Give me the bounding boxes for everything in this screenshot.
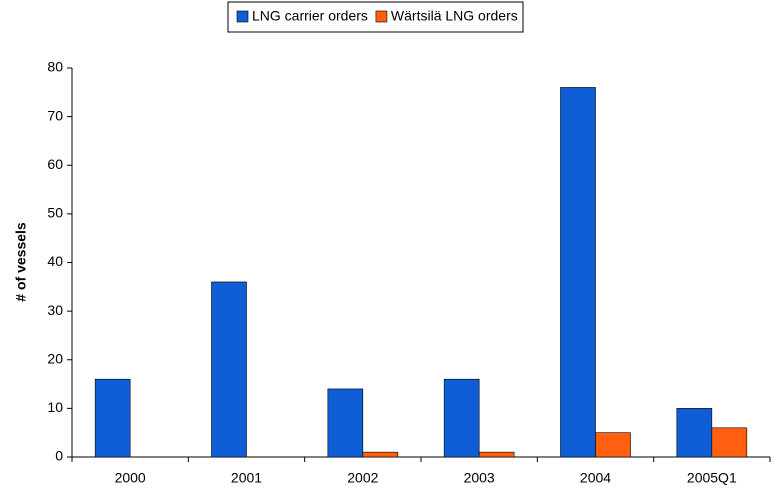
y-tick-label: 40 (47, 253, 63, 269)
legend-swatch (375, 10, 388, 23)
bar (362, 451, 399, 458)
bar (211, 281, 247, 458)
y-tick-label: 0 (55, 448, 63, 464)
x-tick-label: 2001 (231, 470, 262, 486)
y-tick-label: 80 (47, 59, 63, 75)
bar (595, 432, 631, 458)
y-tick-label: 30 (47, 302, 63, 318)
bar (443, 378, 480, 458)
x-tick-label: 2002 (347, 470, 378, 486)
x-tick-label: 2000 (115, 470, 146, 486)
y-tick-label: 70 (47, 107, 63, 123)
y-tick-label: 60 (47, 156, 63, 172)
legend-label: LNG carrier orders (252, 8, 368, 24)
bar (478, 451, 515, 458)
legend-box (227, 1, 524, 33)
y-tick-label: 20 (47, 350, 63, 366)
y-axis-label: # of vessels (13, 222, 29, 302)
legend-swatch (236, 10, 249, 23)
bar (711, 427, 748, 458)
y-tick-label: 10 (47, 399, 63, 415)
bar (560, 87, 596, 458)
x-tick-label: 2003 (464, 470, 495, 486)
bar (94, 378, 131, 458)
x-tick-label: 2004 (580, 470, 611, 486)
bar (676, 408, 713, 458)
y-tick-label: 50 (47, 205, 63, 221)
legend-label: Wärtsilä LNG orders (391, 8, 518, 24)
x-tick-label: 2005Q1 (687, 470, 737, 486)
bar (327, 388, 364, 458)
